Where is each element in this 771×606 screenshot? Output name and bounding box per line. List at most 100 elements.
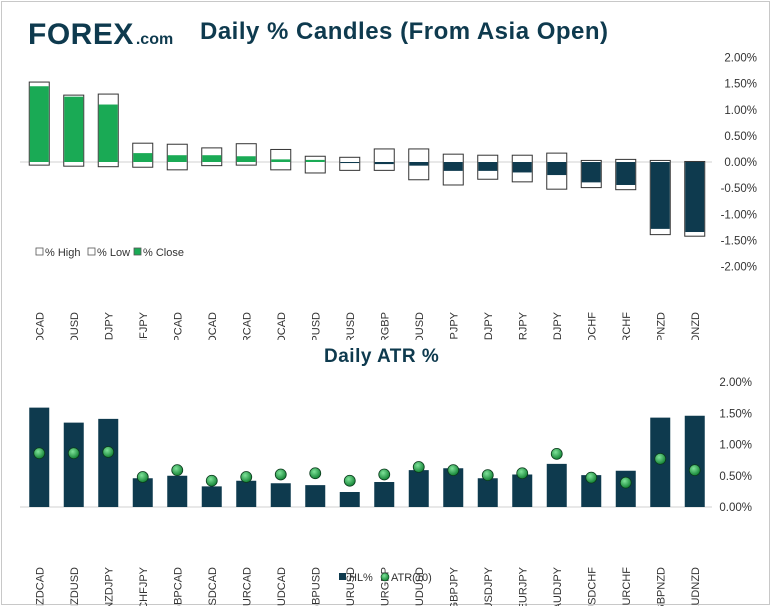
hl-bar bbox=[684, 415, 705, 507]
x-tick-label: AUDUSD bbox=[414, 312, 426, 340]
atr-chart-title: Daily ATR % bbox=[324, 346, 440, 367]
x-tick-label: EURUSD bbox=[345, 567, 357, 606]
y-tick-label: -2.00% bbox=[721, 262, 757, 274]
x-tick-label: NZDJPY bbox=[103, 311, 115, 340]
x-tick-label: USDJPY bbox=[483, 311, 495, 340]
atr-dot bbox=[688, 464, 701, 477]
candle-close bbox=[650, 162, 670, 229]
hl-bar bbox=[615, 470, 636, 507]
legend-swatch-hl bbox=[339, 573, 346, 580]
y-tick-label: 2.00% bbox=[724, 53, 757, 65]
x-tick-label: EURCAD bbox=[241, 312, 253, 340]
x-tick-label: NZDCAD bbox=[34, 312, 46, 340]
candle-close bbox=[478, 162, 498, 171]
x-tick-label: USDJPY bbox=[483, 566, 495, 606]
x-tick-label: USDCHF bbox=[586, 567, 598, 606]
y-tick-label: 0.00% bbox=[719, 502, 752, 514]
atr-dot bbox=[136, 471, 149, 483]
atr-dot bbox=[585, 471, 598, 484]
y-tick-label: -0.50% bbox=[721, 183, 757, 195]
x-tick-label: GBPNZD bbox=[655, 312, 667, 340]
legend-swatch bbox=[87, 247, 96, 256]
atr-dot bbox=[102, 446, 115, 458]
candle-close bbox=[512, 162, 532, 173]
x-tick-label: EURJPY bbox=[517, 311, 529, 340]
hl-bar bbox=[546, 463, 567, 507]
candle-close bbox=[29, 86, 49, 162]
hl-bar bbox=[201, 486, 222, 507]
candle-close bbox=[98, 104, 118, 162]
hl-bar bbox=[512, 474, 533, 507]
candle-close bbox=[167, 155, 187, 162]
candles-chart: NZDCAD NZDUSD NZDJPY CHFJPY GBPCAD USDCAD EURC… bbox=[20, 53, 757, 340]
x-tick-label: GBPUSD bbox=[310, 567, 322, 606]
candle-close bbox=[443, 162, 463, 171]
legend-swatch bbox=[35, 247, 44, 256]
x-tick-label: GBPJPY bbox=[448, 311, 460, 340]
x-tick-label: GBPCAD bbox=[172, 312, 184, 340]
y-tick-label: 1.00% bbox=[719, 440, 752, 452]
x-tick-label: GBPCAD bbox=[172, 567, 184, 606]
x-tick-label: CHFJPY bbox=[138, 566, 150, 606]
candle-close bbox=[374, 162, 394, 165]
x-tick-label: EURJPY bbox=[517, 566, 529, 606]
atr-dot bbox=[412, 461, 425, 473]
hl-bar bbox=[167, 475, 188, 507]
x-tick-label: AUDNZD bbox=[690, 567, 702, 606]
legend-label: % High bbox=[45, 247, 80, 259]
x-tick-label: EURCHF bbox=[621, 312, 633, 340]
legend-label-hl: HL% bbox=[349, 572, 373, 584]
legend-label: % Close bbox=[143, 247, 184, 259]
atr-dot bbox=[171, 464, 184, 477]
candle-range bbox=[373, 148, 395, 171]
atr-dot bbox=[309, 467, 322, 480]
x-tick-label: AUDJPY bbox=[552, 311, 564, 340]
atr-dot bbox=[378, 468, 391, 481]
atr-dot bbox=[67, 447, 80, 460]
hl-bar bbox=[477, 478, 498, 507]
x-tick-label: USDCHF bbox=[586, 312, 598, 340]
x-tick-label: AUDCAD bbox=[276, 312, 288, 340]
x-tick-label: CHFJPY bbox=[138, 311, 150, 340]
y-tick-label: 2.00% bbox=[719, 377, 752, 389]
hl-bar bbox=[132, 478, 153, 507]
x-tick-label: NZDUSD bbox=[69, 312, 81, 340]
atr-dot bbox=[550, 447, 563, 460]
atr-dot bbox=[205, 474, 218, 487]
candle-close bbox=[202, 155, 222, 162]
x-tick-label: AUDCAD bbox=[276, 567, 288, 606]
candle-close bbox=[64, 96, 84, 162]
x-tick-label: EURCAD bbox=[241, 567, 253, 606]
hl-bar bbox=[339, 492, 360, 507]
x-tick-label: USDCAD bbox=[207, 312, 219, 340]
x-tick-label: GBPNZD bbox=[655, 567, 667, 606]
logo-suffix: .com bbox=[135, 31, 174, 48]
hl-bar bbox=[98, 418, 119, 507]
hl-bar bbox=[408, 470, 429, 507]
atr-dot bbox=[343, 474, 356, 487]
candle-close bbox=[133, 153, 153, 162]
hl-bar bbox=[581, 475, 602, 507]
y-tick-label: 1.50% bbox=[719, 408, 752, 420]
candle-close bbox=[409, 162, 429, 166]
hl-bar bbox=[270, 483, 291, 507]
y-tick-label: 0.50% bbox=[719, 471, 752, 483]
x-tick-label: NZDUSD bbox=[69, 567, 81, 606]
candle-close bbox=[305, 159, 325, 162]
candle-range bbox=[339, 156, 361, 171]
legend-label: % Low bbox=[97, 247, 130, 259]
candle-close bbox=[581, 162, 601, 183]
x-tick-label: AUDUSD bbox=[414, 567, 426, 606]
y-tick-label: 0.50% bbox=[724, 131, 757, 143]
forex-logo: FOREX .com bbox=[28, 16, 173, 50]
hl-bar bbox=[63, 422, 84, 507]
x-tick-label: EURUSD bbox=[345, 312, 357, 340]
candle-close bbox=[236, 156, 256, 162]
legend-label-atr: ATR(10) bbox=[391, 572, 432, 584]
x-tick-label: NZDJPY bbox=[103, 566, 115, 606]
atr-dot bbox=[240, 471, 253, 483]
atr-dot bbox=[274, 468, 287, 481]
candle-close bbox=[340, 162, 360, 164]
x-tick-label: USDCAD bbox=[207, 567, 219, 606]
